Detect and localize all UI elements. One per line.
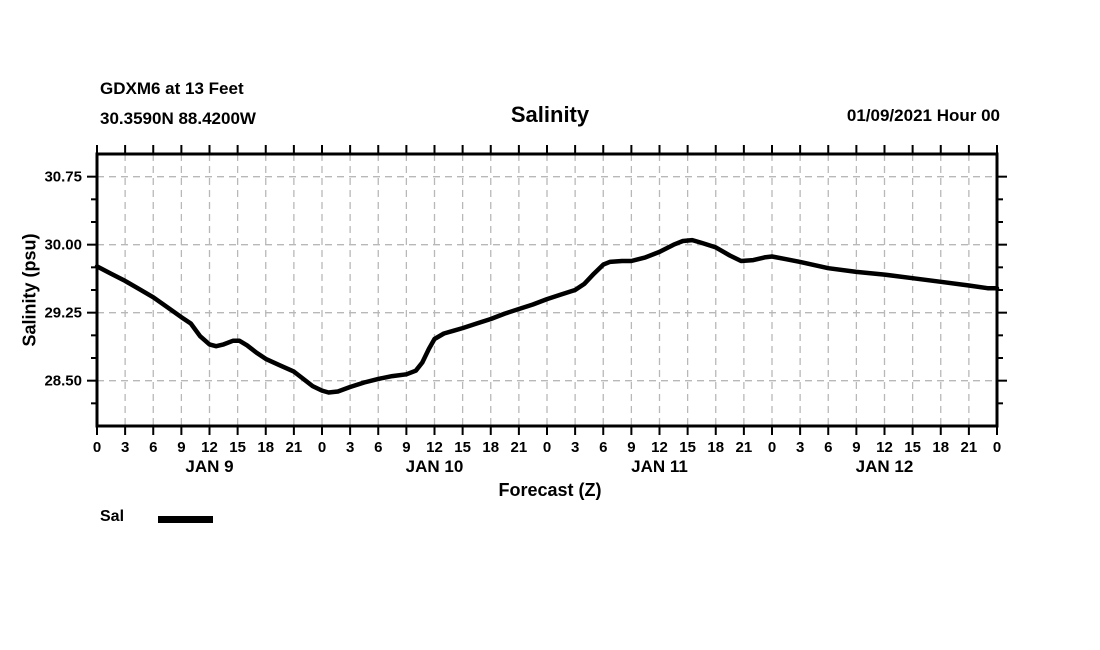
- x-tick-label: 9: [402, 439, 410, 456]
- y-tick-label: 29.25: [44, 305, 82, 322]
- x-tick-label: 21: [286, 439, 303, 456]
- x-tick-label: 12: [201, 439, 218, 456]
- x-tick-label: 9: [177, 439, 185, 456]
- y-tick-label: 30.00: [44, 237, 82, 254]
- x-tick-label: 6: [149, 439, 157, 456]
- day-label: JAN 9: [185, 457, 233, 476]
- x-tick-label: 21: [736, 439, 753, 456]
- x-tick-label: 15: [454, 439, 471, 456]
- x-tick-label: 6: [824, 439, 832, 456]
- x-tick-label: 3: [346, 439, 354, 456]
- y-tick-label: 28.50: [44, 373, 82, 390]
- x-tick-label: 6: [599, 439, 607, 456]
- y-tick-label: 30.75: [44, 169, 82, 186]
- x-tick-label: 15: [679, 439, 696, 456]
- x-tick-label: 9: [852, 439, 860, 456]
- day-label: JAN 11: [631, 457, 688, 476]
- x-tick-label: 9: [627, 439, 635, 456]
- x-tick-label: 18: [257, 439, 274, 456]
- forecast-datetime: 01/09/2021 Hour 00: [846, 106, 1000, 125]
- x-tick-label: 3: [571, 439, 579, 456]
- chart-title: Salinity: [510, 102, 590, 127]
- day-label: JAN 12: [856, 457, 914, 476]
- x-tick-label: 12: [876, 439, 893, 456]
- x-tick-label: 18: [482, 439, 499, 456]
- legend-line-sample: [158, 516, 213, 523]
- x-tick-label: 18: [932, 439, 949, 456]
- station-coordinates: 30.3590N 88.4200W: [100, 109, 256, 128]
- x-axis-label: Forecast (Z): [498, 480, 602, 500]
- x-tick-label: 12: [426, 439, 443, 456]
- x-tick-label: 18: [707, 439, 724, 456]
- x-tick-label: 6: [374, 439, 382, 456]
- legend: Sal: [100, 508, 213, 526]
- x-tick-label: 15: [229, 439, 246, 456]
- station-info: GDXM6 at 13 Feet 30.3590N 88.4200W: [100, 74, 256, 134]
- x-tick-label: 0: [543, 439, 551, 456]
- x-tick-label: 12: [651, 439, 668, 456]
- x-tick-label: 0: [318, 439, 326, 456]
- legend-series-label: Sal: [100, 508, 125, 525]
- x-tick-label: 3: [796, 439, 804, 456]
- x-tick-label: 15: [904, 439, 921, 456]
- x-tick-label: 0: [93, 439, 101, 456]
- x-tick-label: 3: [121, 439, 129, 456]
- x-tick-label: 0: [993, 439, 1001, 456]
- x-tick-label: 21: [961, 439, 978, 456]
- x-tick-label: 21: [511, 439, 528, 456]
- salinity-curve: [94, 237, 1000, 395]
- station-name: GDXM6 at 13 Feet: [100, 79, 244, 98]
- day-label: JAN 10: [406, 457, 464, 476]
- x-tick-label: 0: [768, 439, 776, 456]
